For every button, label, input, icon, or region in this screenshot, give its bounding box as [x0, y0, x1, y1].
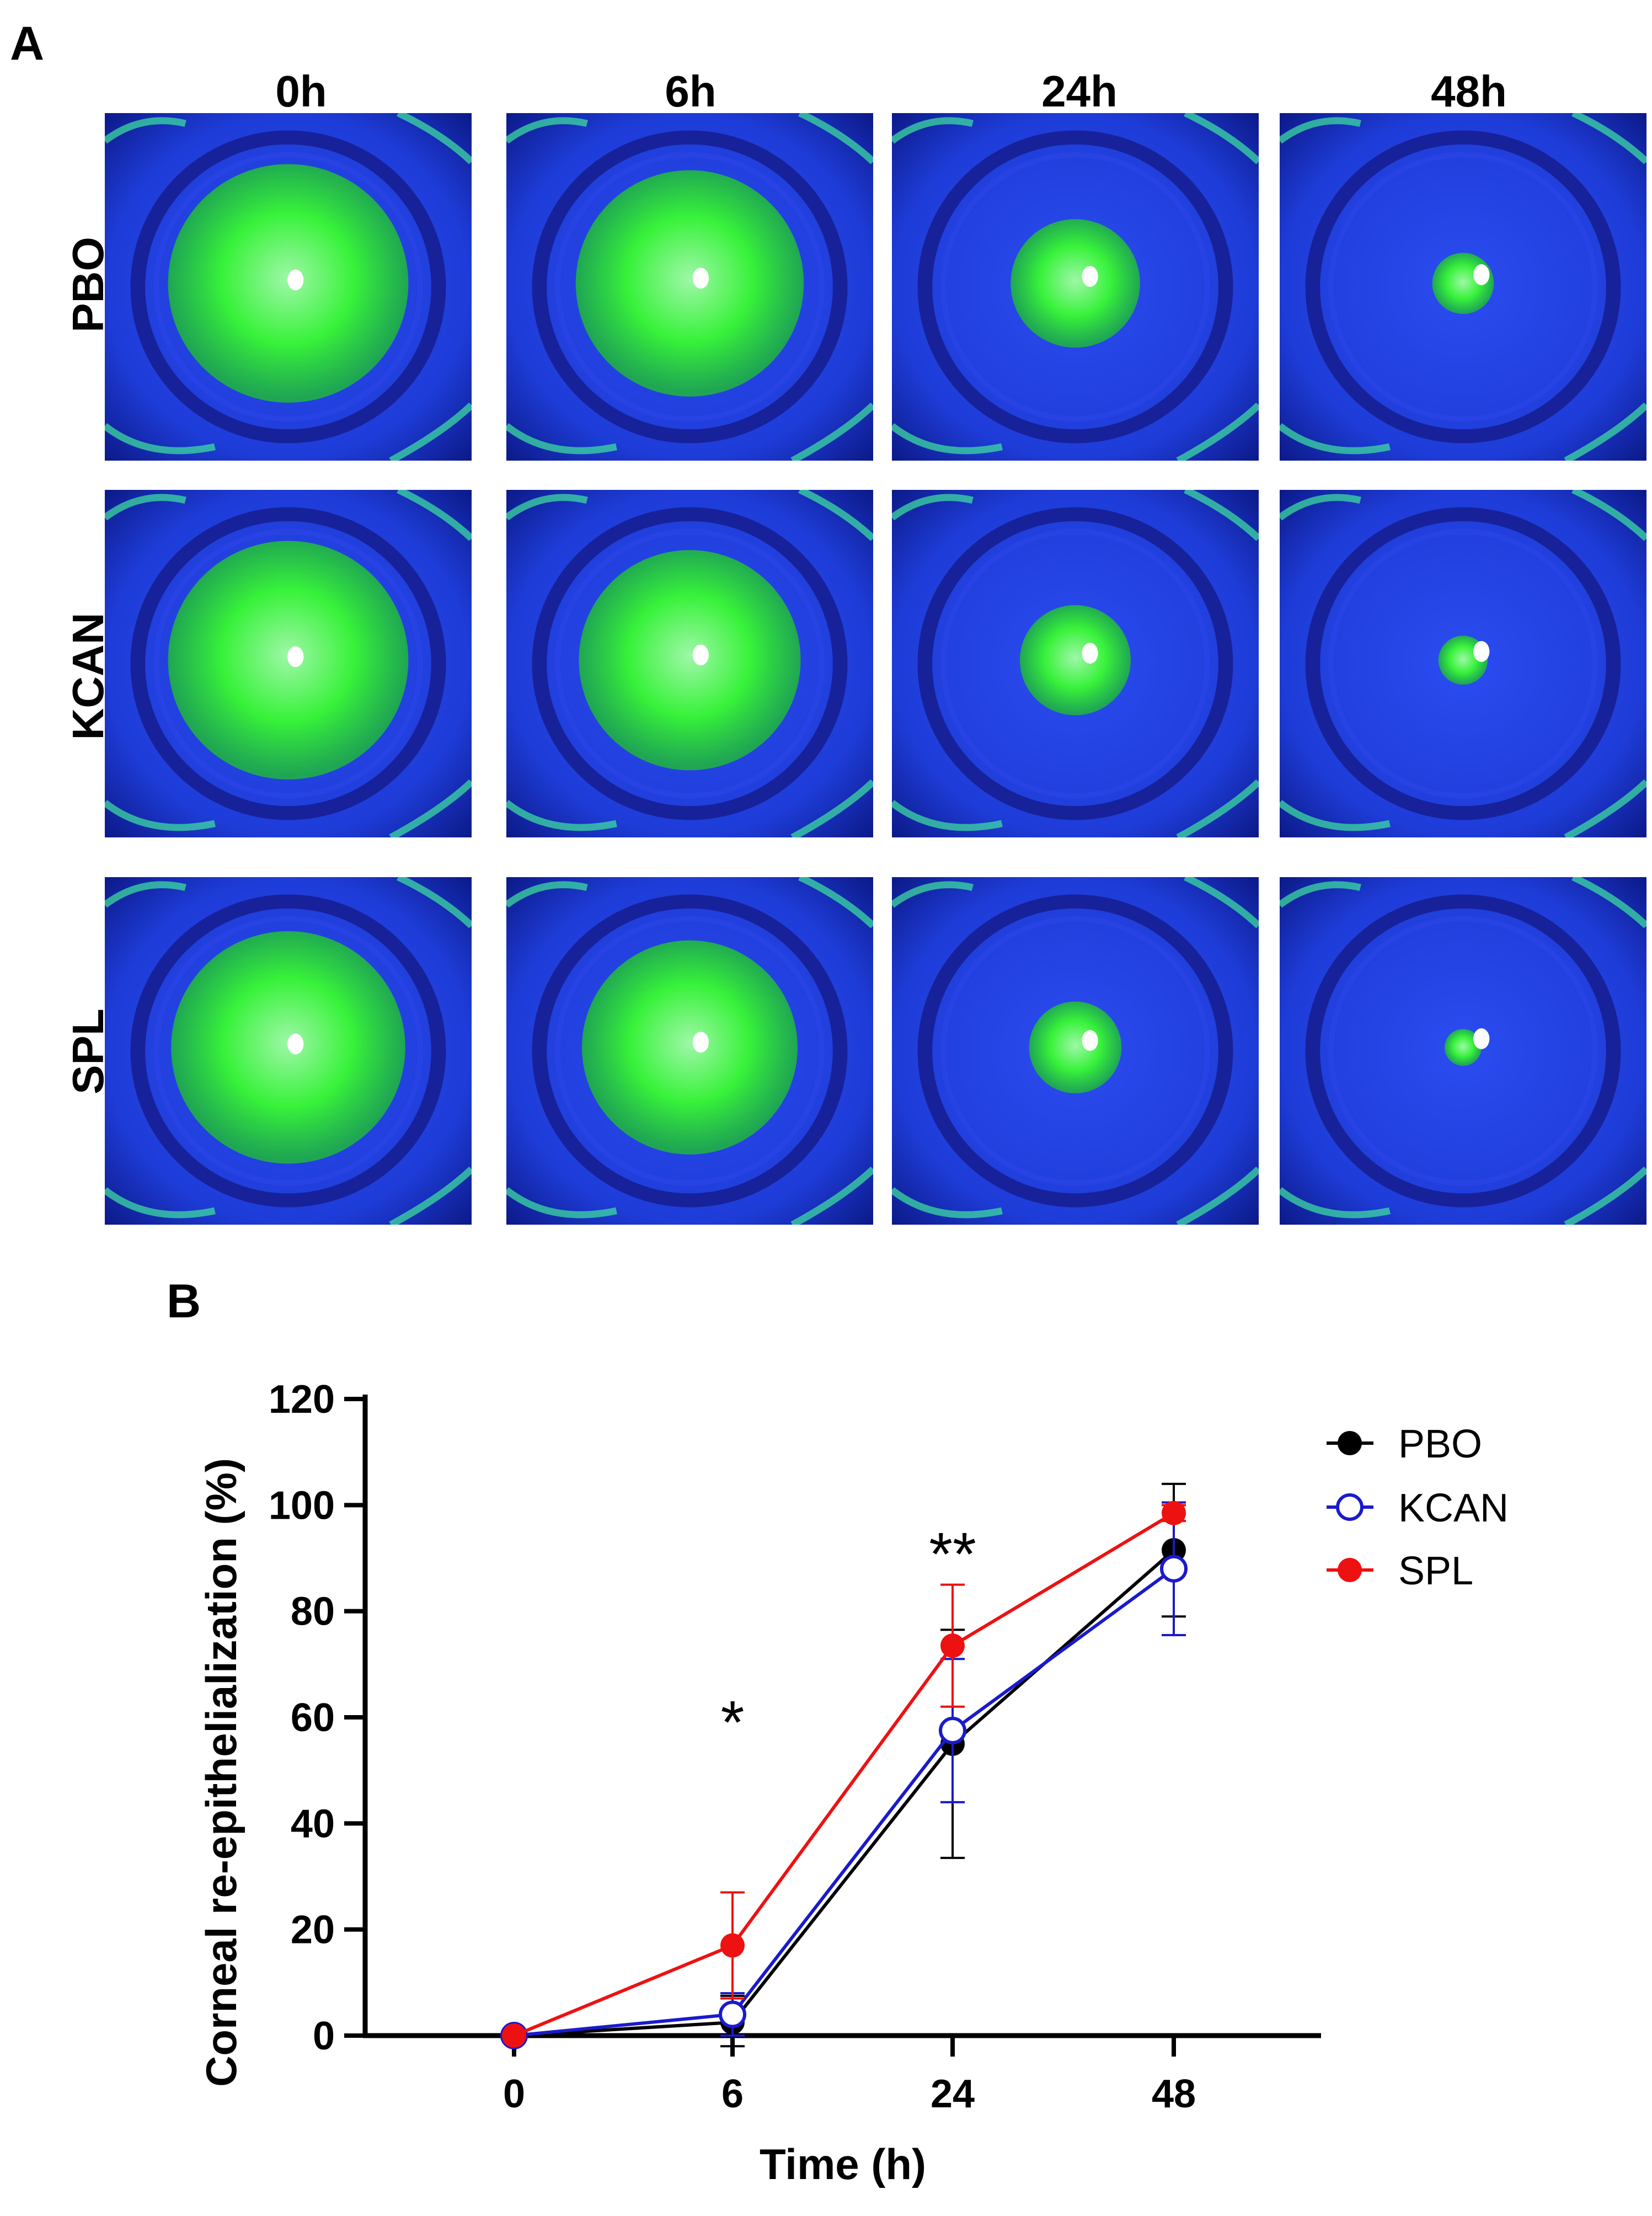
series-line-pbo	[514, 1548, 1175, 2037]
y-tick-label-120: 120	[269, 1377, 335, 1422]
point-spl-24	[940, 1633, 965, 1658]
eye-image-pbo-6h	[506, 113, 873, 461]
series-kcan	[500, 1501, 1188, 2049]
y-axis-title: Corneal re-epithelialization (%)	[197, 1458, 245, 2087]
point-spl-6	[720, 1933, 745, 1958]
series-spl	[502, 1501, 1186, 2048]
legend-marker-kcan	[1336, 1493, 1364, 1521]
legend-marker-pbo	[1338, 1431, 1362, 1455]
eye-image-spl-0h	[105, 877, 472, 1225]
legend-label-kcan: KCAN	[1398, 1486, 1509, 1530]
eye-image-pbo-48h	[1280, 113, 1646, 461]
legend-label-spl: SPL	[1398, 1549, 1473, 1593]
x-tick-label-24: 24	[931, 2072, 975, 2116]
y-tick-label-0: 0	[313, 2014, 335, 2058]
eye-image-kcan-6h	[506, 490, 873, 837]
legend-item-pbo: PBO	[1327, 1422, 1482, 1466]
y-tick-label-80: 80	[291, 1590, 335, 1634]
y-tick-label-60: 60	[291, 1696, 335, 1740]
x-tick-label-0: 0	[503, 2072, 525, 2116]
panel-b-label: B	[167, 1275, 201, 1328]
y-tick-label-100: 100	[269, 1483, 335, 1528]
eye-image-pbo-24h	[892, 113, 1259, 461]
point-kcan-48	[1160, 1555, 1188, 1583]
x-axis-title: Time (h)	[760, 2140, 926, 2188]
eye-image-kcan-0h	[105, 490, 472, 837]
eye-image-kcan-24h	[892, 490, 1259, 837]
x-tick-label-48: 48	[1152, 2072, 1196, 2116]
point-kcan-6	[719, 2000, 746, 2028]
legend-marker-spl	[1338, 1558, 1362, 1582]
significance-6h: *	[721, 1689, 745, 1756]
series-line-kcan	[514, 1567, 1175, 2037]
eye-image-kcan-48h	[1280, 490, 1646, 837]
x-tick-label-6: 6	[721, 2072, 744, 2116]
column-label-48h: 48h	[1431, 67, 1507, 116]
column-label-0h: 0h	[275, 67, 327, 116]
series-line-spl	[513, 1512, 1175, 2037]
point-kcan-24	[939, 1717, 966, 1745]
y-tick-label-20: 20	[291, 1908, 335, 1952]
eye-image-pbo-0h	[105, 113, 472, 461]
legend-item-spl: SPL	[1327, 1549, 1473, 1593]
legend-label-pbo: PBO	[1398, 1422, 1482, 1466]
column-label-6h: 6h	[665, 67, 717, 116]
point-spl-0	[502, 2023, 526, 2048]
eye-image-spl-48h	[1280, 877, 1646, 1225]
column-label-24h: 24h	[1041, 67, 1118, 116]
point-spl-48	[1162, 1501, 1186, 1525]
y-tick-label-40: 40	[291, 1802, 335, 1846]
significance-24h: **	[929, 1520, 976, 1588]
legend-item-kcan: KCAN	[1327, 1486, 1509, 1530]
eye-image-spl-24h	[892, 877, 1259, 1225]
panel-a-label: A	[10, 17, 45, 70]
eye-image-spl-6h	[506, 877, 873, 1225]
